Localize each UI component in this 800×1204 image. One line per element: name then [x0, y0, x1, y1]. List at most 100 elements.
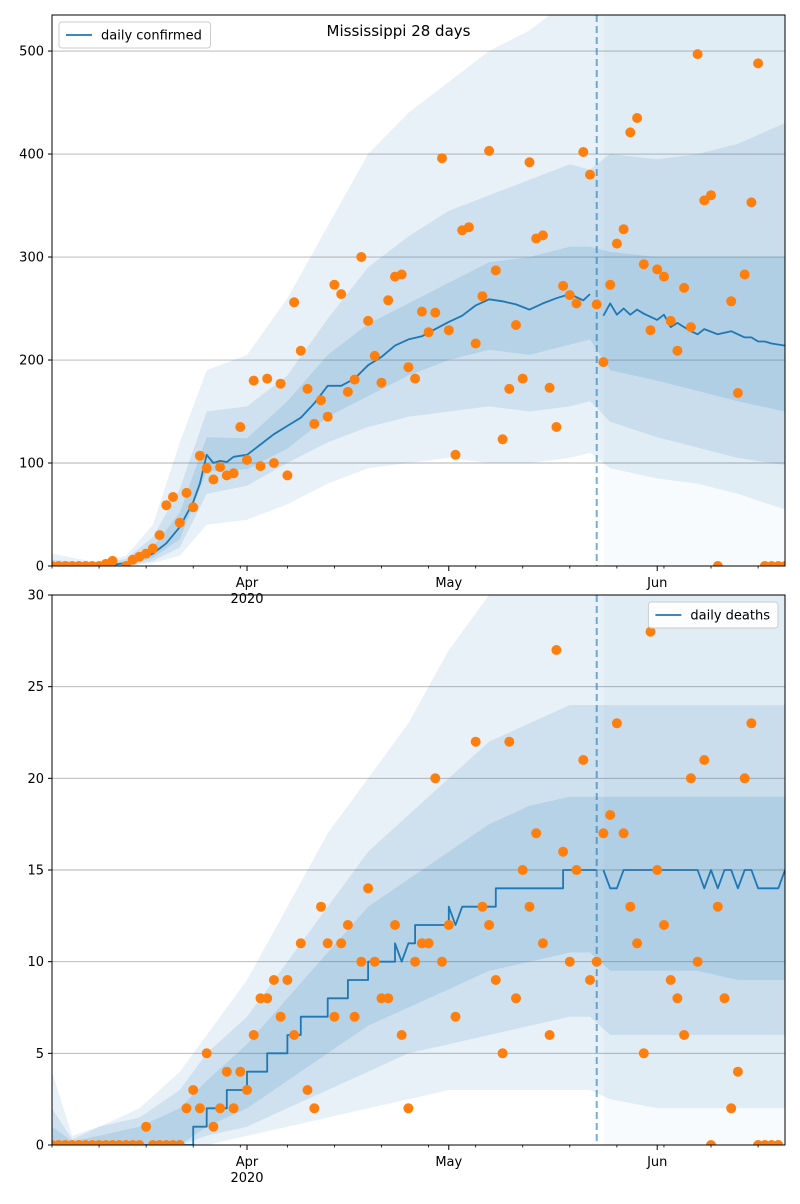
- data-point: [322, 938, 333, 949]
- data-point: [585, 975, 595, 985]
- data-point: [679, 282, 690, 293]
- data-point: [215, 462, 226, 473]
- data-point: [504, 383, 515, 394]
- data-point: [746, 197, 757, 208]
- data-point: [578, 755, 589, 765]
- data-point: [161, 500, 172, 511]
- data-point: [551, 422, 562, 432]
- data-point: [396, 1030, 407, 1040]
- data-point: [295, 345, 306, 356]
- data-point: [564, 956, 575, 967]
- data-point: [309, 1103, 320, 1114]
- data-point: [356, 956, 367, 967]
- data-point: [571, 865, 582, 875]
- data-point: [316, 901, 326, 912]
- data-point: [780, 561, 785, 566]
- data-point: [188, 1085, 199, 1095]
- data-point: [450, 1011, 461, 1022]
- data-point: [255, 461, 266, 472]
- data-point: [591, 956, 602, 967]
- data-point: [598, 357, 609, 368]
- data-point: [147, 543, 158, 554]
- data-point: [598, 828, 609, 839]
- data-point: [706, 1140, 716, 1145]
- data-point: [174, 517, 185, 528]
- data-point: [181, 1103, 192, 1114]
- legend: daily confirmed: [58, 21, 211, 49]
- data-point: [511, 320, 521, 330]
- data-point: [356, 252, 367, 262]
- data-point: [672, 345, 683, 356]
- data-point: [302, 383, 313, 394]
- data-point: [349, 1011, 360, 1022]
- data-point: [430, 307, 441, 318]
- data-point: [443, 325, 454, 336]
- data-point: [396, 269, 407, 280]
- data-point: [194, 1103, 205, 1114]
- plot-area: [52, 595, 785, 1145]
- data-point: [463, 222, 474, 233]
- data-point: [336, 938, 347, 949]
- data-point: [625, 127, 636, 138]
- data-point: [645, 325, 656, 336]
- data-point: [302, 1085, 313, 1095]
- data-point: [329, 279, 340, 290]
- data-point: [665, 975, 676, 985]
- data-point: [228, 1103, 239, 1114]
- data-point: [504, 736, 515, 747]
- data-point: [497, 1048, 508, 1059]
- data-point: [410, 956, 421, 967]
- data-point: [363, 315, 374, 326]
- data-point: [746, 718, 757, 729]
- chart-title: Mississippi 28 days: [327, 22, 471, 40]
- data-point: [295, 938, 306, 949]
- uncertainty-band-outer: [52, 15, 785, 566]
- data-point: [632, 938, 643, 949]
- fitted-line: [52, 869, 597, 1145]
- data-point: [443, 920, 454, 930]
- data-point: [194, 450, 205, 461]
- data-point: [524, 901, 535, 912]
- data-point: [363, 883, 374, 894]
- data-point: [208, 474, 219, 485]
- data-point: [181, 487, 192, 498]
- data-point: [275, 378, 286, 389]
- data-point: [450, 449, 461, 460]
- data-point: [423, 327, 434, 338]
- data-point: [329, 1011, 340, 1022]
- data-point: [262, 993, 273, 1004]
- data-point: [423, 938, 434, 949]
- data-point: [719, 993, 730, 1004]
- data-point: [558, 280, 569, 291]
- legend-box: [58, 21, 211, 49]
- observed-points: [52, 49, 785, 566]
- y-tick-label: 500: [19, 45, 44, 60]
- data-point: [309, 418, 320, 429]
- x-tick-label: May: [435, 576, 462, 591]
- data-point: [275, 1011, 286, 1022]
- data-point: [470, 338, 481, 349]
- x-tick-label: Jun: [646, 1155, 667, 1170]
- data-point: [154, 530, 165, 541]
- data-point: [403, 362, 414, 373]
- data-point: [477, 901, 488, 912]
- data-point: [342, 386, 353, 397]
- data-point: [739, 773, 750, 784]
- data-point: [188, 502, 199, 513]
- data-point: [490, 265, 501, 276]
- data-point: [732, 388, 743, 398]
- data-point: [531, 828, 542, 839]
- data-point: [517, 373, 528, 384]
- x-tick-sublabel: 2020: [230, 592, 263, 607]
- data-point: [699, 755, 710, 765]
- data-point: [659, 271, 669, 282]
- data-point: [416, 306, 427, 317]
- data-point: [652, 264, 663, 275]
- data-point: [605, 810, 616, 820]
- data-point: [470, 736, 481, 747]
- legend-label: daily deaths: [690, 609, 770, 624]
- data-point: [773, 1140, 784, 1145]
- data-point: [537, 230, 548, 241]
- data-point: [242, 454, 252, 465]
- data-point: [289, 1030, 300, 1040]
